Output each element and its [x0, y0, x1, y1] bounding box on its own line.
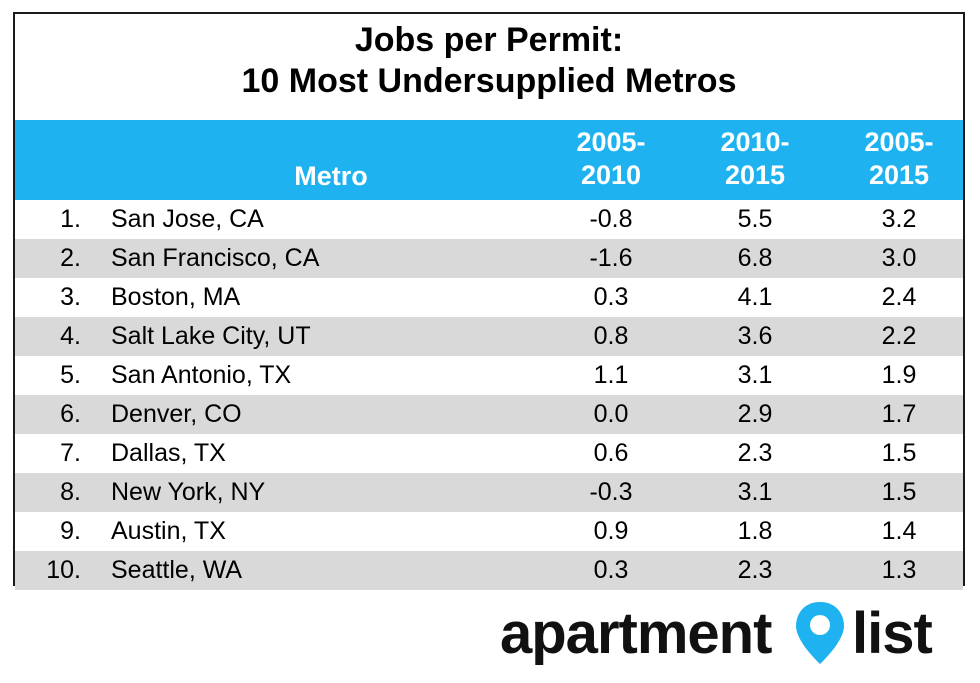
header-2005-2015-line-2: 2015 [868, 160, 930, 190]
value-cell-p2005-2015: 1.5 [881, 478, 917, 506]
value-cell-p2005-2015: 2.2 [881, 322, 917, 350]
value-cell-p2005-2010: -1.6 [589, 244, 633, 272]
table-row: 2. San Francisco, CA -1.6 6.8 3.0 [15, 239, 963, 278]
value-cell-p2005-2015: 1.5 [881, 439, 917, 467]
header-2010-2015: 2010- 2015 [675, 126, 835, 192]
header-metro: Metro [294, 161, 368, 191]
logo-text-apartment: apartment [500, 601, 772, 666]
header-2005-2010: 2005- 2010 [531, 126, 691, 192]
metro-cell: Boston, MA [111, 283, 241, 311]
rank-cell: 1. [60, 205, 81, 233]
header-2010-2015-line-2: 2015 [724, 160, 786, 190]
table-body: 1. San Jose, CA -0.8 5.5 3.2 2. San Francisco,… [15, 200, 963, 590]
map-pin-icon [796, 602, 844, 664]
value-cell-p2005-2015: 1.4 [881, 517, 917, 545]
logo-text-list: list [852, 601, 933, 666]
value-cell-p2005-2010: -0.3 [589, 478, 633, 506]
value-cell-p2005-2015: 2.4 [881, 283, 917, 311]
header-2005-2015: 2005- 2015 [819, 126, 979, 192]
metro-cell: New York, NY [111, 478, 266, 506]
table-row: 3. Boston, MA 0.3 4.1 2.4 [15, 278, 963, 317]
table-row: 10. Seattle, WA 0.3 2.3 1.3 [15, 551, 963, 590]
table-row: 5. San Antonio, TX 1.1 3.1 1.9 [15, 356, 963, 395]
value-cell-p2005-2010: 0.8 [593, 322, 629, 350]
value-cell-p2010-2015: 1.8 [737, 517, 773, 545]
value-cell-p2005-2010: 0.9 [593, 517, 629, 545]
header-2005-2010-line-2: 2010 [580, 160, 642, 190]
value-cell-p2010-2015: 4.1 [737, 283, 773, 311]
value-cell-p2005-2010: 0.0 [593, 400, 629, 428]
metro-cell: San Jose, CA [111, 205, 264, 233]
table-row: 8. New York, NY -0.3 3.1 1.5 [15, 473, 963, 512]
header-2010-2015-line-1: 2010- [720, 127, 790, 157]
value-cell-p2005-2015: 1.9 [881, 361, 917, 389]
value-cell-p2005-2010: 0.6 [593, 439, 629, 467]
value-cell-p2010-2015: 2.3 [737, 556, 773, 584]
rank-cell: 3. [60, 283, 81, 311]
table-title: Jobs per Permit: 10 Most Undersupplied M… [15, 20, 963, 102]
rank-cell: 5. [60, 361, 81, 389]
table-row: 9. Austin, TX 0.9 1.8 1.4 [15, 512, 963, 551]
metro-cell: Austin, TX [111, 517, 226, 545]
rank-cell: 7. [60, 439, 81, 467]
metro-cell: Seattle, WA [111, 556, 243, 584]
metro-cell: Denver, CO [111, 400, 242, 428]
value-cell-p2010-2015: 3.6 [737, 322, 773, 350]
rank-cell: 10. [46, 556, 81, 584]
value-cell-p2010-2015: 6.8 [737, 244, 773, 272]
rank-cell: 6. [60, 400, 81, 428]
value-cell-p2005-2015: 1.7 [881, 400, 917, 428]
value-cell-p2005-2010: 1.1 [593, 361, 629, 389]
value-cell-p2005-2015: 3.0 [881, 244, 917, 272]
value-cell-p2010-2015: 2.9 [737, 400, 773, 428]
table-row: 7. Dallas, TX 0.6 2.3 1.5 [15, 434, 963, 473]
rank-cell: 4. [60, 322, 81, 350]
value-cell-p2005-2010: 0.3 [593, 556, 629, 584]
table-row: 1. San Jose, CA -0.8 5.5 3.2 [15, 200, 963, 239]
value-cell-p2010-2015: 3.1 [737, 478, 773, 506]
metro-cell: San Antonio, TX [111, 361, 292, 389]
value-cell-p2005-2010: 0.3 [593, 283, 629, 311]
title-line-1: Jobs per Permit: [354, 21, 624, 59]
value-cell-p2010-2015: 3.1 [737, 361, 773, 389]
header-2005-2015-line-1: 2005- [864, 127, 934, 157]
title-line-2: 10 Most Undersupplied Metros [241, 62, 737, 100]
value-cell-p2010-2015: 5.5 [737, 205, 773, 233]
value-cell-p2005-2015: 3.2 [881, 205, 917, 233]
value-cell-p2005-2010: -0.8 [589, 205, 633, 233]
metro-cell: San Francisco, CA [111, 244, 320, 272]
header-2005-2010-line-1: 2005- [576, 127, 646, 157]
jobs-per-permit-table: Jobs per Permit: 10 Most Undersupplied M… [13, 12, 965, 590]
table-row: 4. Salt Lake City, UT 0.8 3.6 2.2 [15, 317, 963, 356]
table-row: 6. Denver, CO 0.0 2.9 1.7 [15, 395, 963, 434]
value-cell-p2005-2015: 1.3 [881, 556, 917, 584]
rank-cell: 9. [60, 517, 81, 545]
value-cell-p2010-2015: 2.3 [737, 439, 773, 467]
metro-cell: Dallas, TX [111, 439, 226, 467]
rank-cell: 2. [60, 244, 81, 272]
metro-cell: Salt Lake City, UT [111, 322, 311, 350]
table-header: Metro 2005- 2010 2010- 2015 2005- 2015 [15, 120, 963, 200]
rank-cell: 8. [60, 478, 81, 506]
